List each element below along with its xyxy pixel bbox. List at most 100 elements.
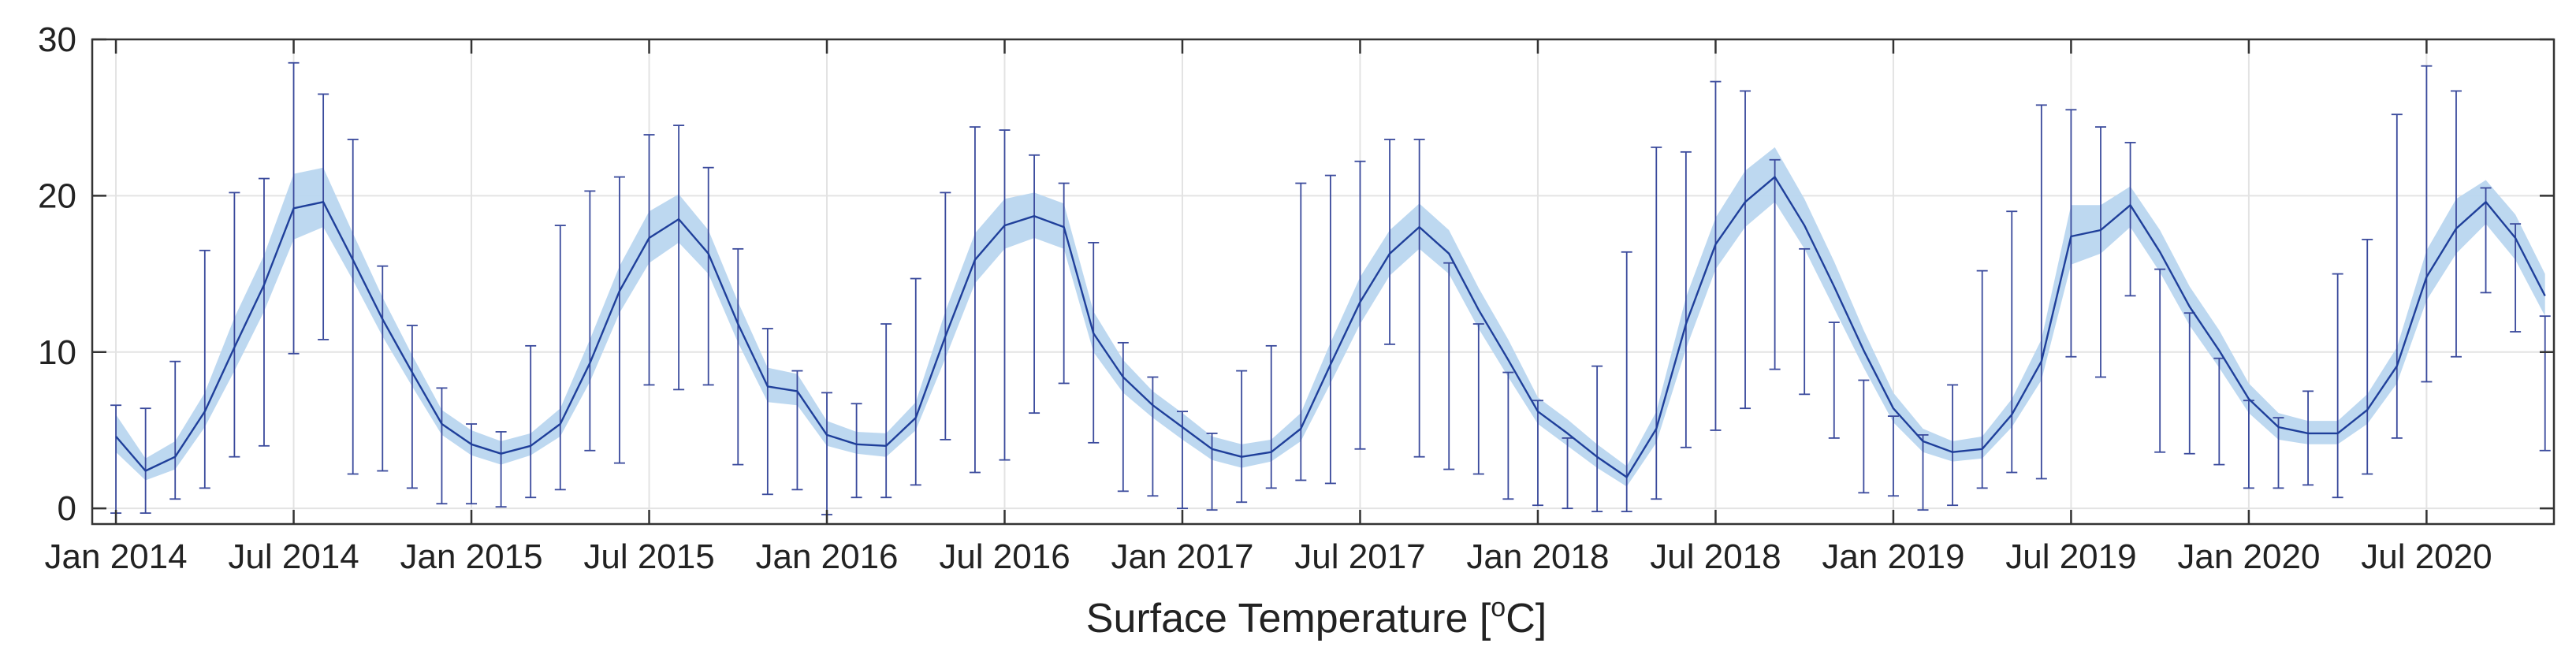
error-bar [1265,344,1277,489]
error-bar [1740,90,1751,410]
error-bar [2154,268,2166,453]
error-bar [2450,90,2462,358]
error-bar [1088,242,1100,444]
y-tick-label: 10 [38,333,76,372]
error-bar [1917,434,1929,511]
plot-frame [91,38,2556,526]
error-bar [229,191,240,458]
error-bar [2213,357,2225,466]
error-bar [1828,322,1840,439]
error-bar [1295,182,1307,481]
error-bar [2539,315,2551,452]
x-tick-label: Jan 2016 [755,537,898,576]
x-tick-label: Jan 2020 [2177,537,2320,576]
error-bar [2421,65,2433,383]
error-bar [466,423,478,505]
error-bar [1206,433,1218,511]
error-bar [1562,437,1573,510]
x-tick-label: Jan 2017 [1111,537,1253,576]
y-axis-tick-labels: 0 10 20 30 [38,20,76,528]
x-tick-label: Jul 2019 [2005,537,2136,576]
error-bar [377,265,389,472]
y-tick-label: 30 [38,20,76,59]
error-bar [2391,113,2403,439]
error-bar [1058,182,1070,385]
error-bar [1354,160,1366,450]
x-axis-tick-labels: Jan 2014 Jul 2014 Jan 2015 Jul 2015 Jan 2016… [45,537,2492,576]
error-bar [673,125,685,391]
error-bars [110,61,2551,515]
error-bar [1621,251,1632,513]
error-bar [1147,376,1159,497]
error-bar [1887,415,1899,497]
error-bar [702,166,714,386]
error-bar [821,392,833,515]
x-tick-label: Jul 2015 [583,537,714,576]
y-tick-label: 20 [38,177,76,215]
error-bar [1651,146,1662,500]
error-bar [406,325,418,489]
error-bar [2243,400,2254,489]
error-bar [732,247,744,466]
mean-line-path [115,176,2546,478]
error-bar [910,277,921,486]
error-bar [2273,417,2284,489]
error-bar [940,191,951,441]
mean-line [115,176,2546,478]
x-tick-label: Jan 2015 [400,537,543,576]
error-bar [1769,158,1781,370]
error-bar [1413,139,1425,458]
error-bar [495,431,507,508]
error-bar [2124,142,2136,297]
axis-ticks [92,38,2554,524]
error-bar [999,129,1011,461]
error-bar [1029,154,1040,415]
x-tick-label: Jan 2018 [1466,537,1609,576]
error-bar [1947,384,1959,507]
x-tick-label: Jan 2014 [45,537,188,576]
x-tick-label: Jul 2018 [1650,537,1781,576]
error-bar [2183,312,2195,455]
error-bar [1710,80,1722,431]
x-tick-label: Jul 2014 [228,537,359,576]
error-bar [2480,187,2492,294]
error-bar [969,126,981,474]
error-bar [1976,270,1988,489]
error-bar [2006,210,2018,474]
error-bar [613,176,625,464]
y-tick-label: 0 [58,489,76,528]
x-tick-label: Jan 2019 [1822,537,1964,576]
error-bar [880,323,892,499]
error-bar [1236,370,1248,504]
x-axis-title: Surface Temperature [oC] [1086,593,1547,641]
error-bar [1532,400,1543,507]
error-bar [199,249,210,489]
error-bar [169,360,181,500]
error-bar [2065,109,2077,358]
x-tick-label: Jul 2020 [2361,537,2492,576]
error-bar [2510,223,2522,333]
error-bar [1472,323,1484,475]
error-bar [1858,379,1870,494]
x-tick-label: Jul 2017 [1294,537,1425,576]
error-bar [1117,341,1129,493]
error-bar [436,387,448,505]
error-bar [1443,262,1455,470]
error-bar [1324,174,1336,485]
error-bar [1680,151,1692,448]
error-bar [318,93,329,340]
error-bar [2035,104,2047,480]
confidence-band [116,147,2545,487]
band-area [116,147,2545,487]
error-bar [554,225,566,491]
error-bar [140,407,151,515]
error-bar [1591,365,1603,513]
error-bar [2362,239,2373,475]
error-bar [525,344,537,499]
error-bar [258,177,270,447]
error-bar [643,134,655,386]
error-bar [2332,273,2343,499]
error-bar [1384,139,1396,345]
x-tick-label: Jul 2016 [939,537,1070,576]
